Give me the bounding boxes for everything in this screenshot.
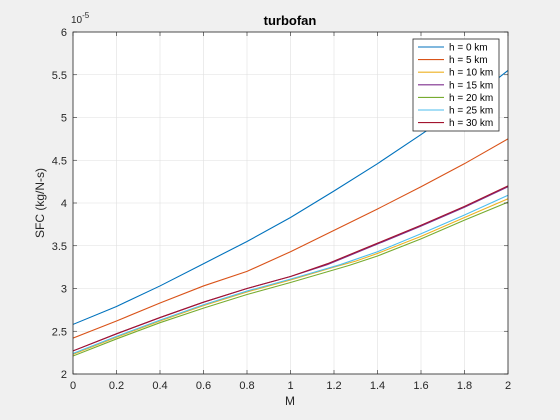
y-exponent-base: 10	[71, 15, 83, 26]
x-tick-label: 0.4	[152, 380, 167, 392]
x-tick-label: 0.6	[196, 380, 211, 392]
series-line-5	[73, 201, 508, 357]
series-line-6	[73, 194, 508, 354]
x-tick-label: 0	[70, 380, 76, 392]
legend-label-6: h = 25 km	[449, 106, 493, 117]
y-tick-label: 5.5	[52, 70, 67, 82]
y-tick-label: 2	[61, 369, 67, 381]
x-axis-label: M	[285, 394, 295, 408]
y-tick-label: 5	[61, 113, 67, 125]
x-tick-label: 1.2	[326, 380, 341, 392]
series-line-2	[73, 138, 508, 339]
series-line-7	[73, 185, 508, 352]
legend-label-1: h = 0 km	[449, 43, 488, 54]
x-tick-label: 1.8	[457, 380, 472, 392]
legend-label-2: h = 5 km	[449, 55, 488, 66]
x-tick-label: 1.6	[413, 380, 428, 392]
y-tick-label: 3.5	[52, 241, 67, 253]
x-tick-label: 1	[287, 380, 293, 392]
y-tick-label: 4.5	[52, 155, 67, 167]
legend-label-3: h = 10 km	[449, 68, 493, 79]
y-axis-label: SFC (kg/N-s)	[33, 168, 47, 238]
legend: h = 0 kmh = 5 km h = 10 kmh = 15 km h = 20…	[412, 38, 500, 132]
series-line-3	[73, 198, 508, 355]
x-tick-label: 0.8	[239, 380, 254, 392]
y-exponent-power: -5	[82, 11, 90, 20]
x-tick-label: 2	[505, 380, 511, 392]
y-exponent-label: 10-5	[71, 11, 90, 26]
chart-title: turbofan	[264, 13, 317, 28]
x-tick-label: 0.2	[109, 380, 124, 392]
y-tick-label: 4	[61, 198, 67, 210]
y-tick-label: 3	[61, 284, 67, 296]
tick-layer: 0 0.2 0.4 0.6 0.8 1 1.2 1.4 1.6 1.8 2 2 2.5 3 3.5 4 4.5 5…	[52, 27, 511, 392]
legend-label-5: h = 20 km	[449, 93, 493, 104]
y-tick-label: 6	[61, 27, 67, 39]
x-tick-label: 1.4	[370, 380, 385, 392]
legend-label-7: h = 30 km	[449, 118, 493, 129]
legend-label-4: h = 15 km	[449, 80, 493, 91]
y-tick-label: 2.5	[52, 326, 67, 338]
